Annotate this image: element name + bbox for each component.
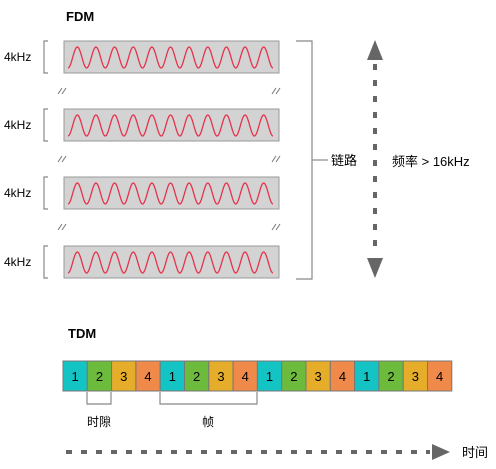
break-mark	[61, 87, 67, 95]
break-mark	[271, 87, 277, 95]
time-slot-label: 3	[315, 369, 322, 384]
time-slot: 2	[281, 360, 307, 392]
fdm-channels: 4kHz 4kHz 4kHz 4kHz	[4, 40, 281, 279]
time-slot-label: 2	[387, 369, 394, 384]
time-slot: 1	[256, 360, 283, 392]
time-slot: 4	[135, 360, 161, 392]
time-slot: 3	[208, 360, 234, 392]
break-mark	[275, 155, 281, 163]
frame-bracket	[159, 392, 258, 405]
channel-band	[63, 108, 280, 142]
time-slot-cell	[402, 360, 429, 392]
channel-band	[63, 40, 280, 74]
channel-band	[63, 176, 280, 210]
tdm-slots: 1 2 3 4 1 2 3 4 1 2 3 4 1 2 3 4	[62, 360, 453, 392]
time-slot-cell	[305, 360, 331, 392]
time-arrow	[66, 444, 450, 460]
time-slot-label: 4	[144, 369, 151, 384]
time-slot-cell	[159, 360, 185, 392]
break-mark	[271, 223, 277, 231]
channel-label: 4kHz	[4, 118, 31, 132]
channel-bracket	[43, 40, 48, 74]
break-mark	[57, 155, 63, 163]
channel-label: 4kHz	[4, 186, 31, 200]
time-label: 时间	[462, 445, 488, 460]
time-slot-label: 2	[290, 369, 297, 384]
carrier-wave	[67, 114, 274, 137]
channel-bracket	[43, 245, 48, 279]
break-mark	[275, 223, 281, 231]
time-slot-label: 1	[363, 369, 370, 384]
channel-label: 4kHz	[4, 255, 31, 269]
frequency-label: 频率 > 16kHz	[392, 154, 470, 169]
channel-bracket	[43, 176, 48, 210]
time-slot: 1	[159, 360, 185, 392]
fdm-channel: 4kHz	[4, 108, 281, 163]
time-slot: 4	[329, 360, 356, 392]
break-mark	[57, 223, 63, 231]
timeslot-label: 时隙	[87, 415, 111, 429]
time-slot: 1	[62, 360, 88, 392]
break-mark	[275, 87, 281, 95]
time-slot-label: 1	[169, 369, 176, 384]
time-slot-cell	[256, 360, 283, 392]
break-mark	[61, 223, 67, 231]
time-slot-cell	[208, 360, 234, 392]
time-slot-label: 3	[217, 369, 224, 384]
arrow-right-icon	[432, 444, 450, 460]
channel-label: 4kHz	[4, 50, 31, 64]
time-slot-label: 4	[436, 369, 443, 384]
time-slot-label: 2	[96, 369, 103, 384]
carrier-wave	[67, 182, 274, 205]
time-slot: 3	[305, 360, 331, 392]
tdm-title: TDM	[68, 326, 96, 341]
time-slot: 2	[378, 360, 404, 392]
arrow-down-icon	[367, 258, 383, 278]
time-slot: 2	[86, 360, 113, 392]
frame-label: 帧	[202, 415, 214, 429]
arrow-up-icon	[367, 40, 383, 60]
link-bracket	[296, 40, 313, 280]
time-slot-label: 1	[266, 369, 273, 384]
time-slot: 1	[354, 360, 380, 392]
time-slot: 3	[402, 360, 429, 392]
time-slot: 3	[111, 360, 137, 392]
channel-bracket	[43, 108, 48, 142]
time-slot-label: 3	[412, 369, 419, 384]
time-slot-label: 4	[339, 369, 346, 384]
time-slot-cell	[354, 360, 380, 392]
time-slot-cell	[427, 360, 453, 392]
time-slot-label: 1	[72, 369, 79, 384]
timeslot-bracket	[86, 392, 112, 405]
time-slot-label: 2	[193, 369, 200, 384]
fdm-channel: 4kHz	[4, 40, 281, 95]
time-slot-cell	[111, 360, 137, 392]
carrier-wave	[67, 251, 274, 274]
time-slot: 2	[184, 360, 210, 392]
link-label: 链路	[331, 153, 357, 168]
time-slot-label: 4	[242, 369, 249, 384]
time-slot-label: 3	[120, 369, 127, 384]
break-mark	[271, 155, 277, 163]
break-mark	[57, 87, 63, 95]
channel-band	[63, 245, 280, 279]
time-slot: 4	[232, 360, 258, 392]
time-slot: 4	[427, 360, 453, 392]
fdm-channel: 4kHz	[4, 245, 280, 279]
carrier-wave	[67, 46, 274, 69]
fdm-title: FDM	[66, 9, 94, 24]
frequency-arrow	[367, 40, 383, 278]
break-mark	[61, 155, 67, 163]
fdm-channel: 4kHz	[4, 176, 281, 231]
